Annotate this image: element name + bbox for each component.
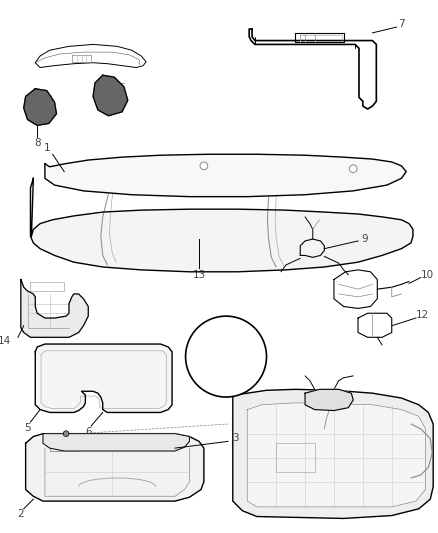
Polygon shape <box>305 389 353 410</box>
Polygon shape <box>24 88 57 125</box>
Polygon shape <box>233 389 433 519</box>
Polygon shape <box>247 403 425 507</box>
Polygon shape <box>93 75 128 116</box>
Text: 7: 7 <box>398 19 405 29</box>
Text: 13: 13 <box>192 270 206 280</box>
Text: 14: 14 <box>0 336 11 346</box>
Text: 4: 4 <box>223 390 230 400</box>
Circle shape <box>200 162 208 169</box>
Polygon shape <box>45 154 406 197</box>
Text: 2: 2 <box>18 508 24 519</box>
Circle shape <box>186 316 266 397</box>
Circle shape <box>63 431 69 437</box>
Polygon shape <box>26 434 204 501</box>
Text: 9: 9 <box>361 234 368 244</box>
Text: 12: 12 <box>416 310 429 320</box>
Polygon shape <box>31 179 413 272</box>
Text: 1: 1 <box>43 143 50 154</box>
Polygon shape <box>43 434 189 451</box>
Text: 8: 8 <box>34 138 40 148</box>
Text: 6: 6 <box>85 427 92 437</box>
Text: 3: 3 <box>233 433 239 443</box>
Polygon shape <box>21 279 88 337</box>
Polygon shape <box>35 344 172 413</box>
Text: 5: 5 <box>24 423 31 433</box>
Circle shape <box>350 165 357 173</box>
Text: 10: 10 <box>421 270 434 280</box>
